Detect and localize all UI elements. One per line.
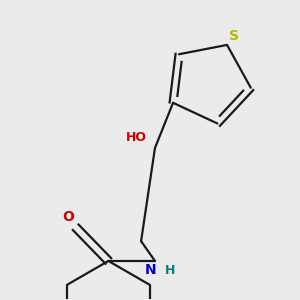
Text: S: S [229,29,239,43]
Text: H: H [165,264,175,277]
Text: N: N [145,263,157,277]
Text: O: O [62,210,74,224]
Text: HO: HO [126,131,147,144]
